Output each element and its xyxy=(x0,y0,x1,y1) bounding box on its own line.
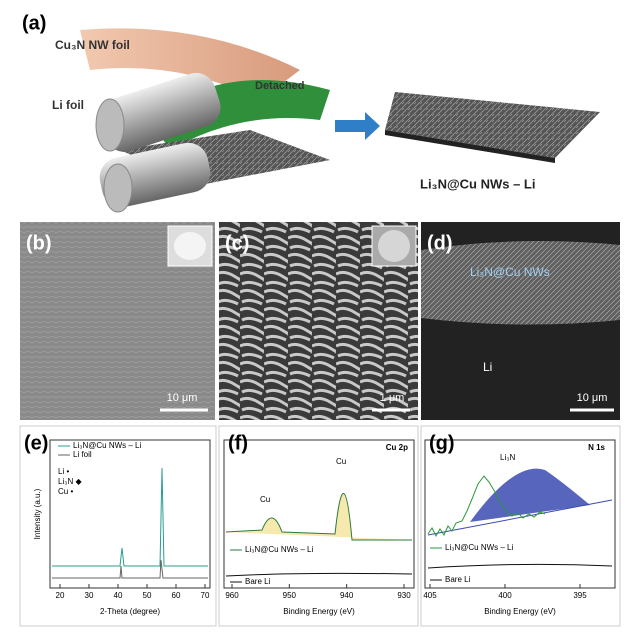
panel-b: (b) 10 μm xyxy=(20,222,215,420)
xps-curve xyxy=(225,493,412,541)
xrd-curve xyxy=(52,467,208,567)
scale-bar: 10 μm xyxy=(167,392,198,404)
x-tick-label: 70 xyxy=(201,591,210,600)
panel-label: (e) xyxy=(24,432,48,454)
panel-label: (a) xyxy=(22,12,46,34)
legend: Li foil xyxy=(73,450,92,459)
label: Detached xyxy=(255,80,305,92)
x-tick-label: 30 xyxy=(85,591,94,600)
peak-label: Li₃N xyxy=(500,453,515,462)
label: Cu₃N NW foil xyxy=(55,38,130,52)
legend: Li₃N@Cu NWs – Li xyxy=(445,543,514,552)
panel-label: (c) xyxy=(225,232,249,254)
x-ticks: 20 30 40 50 60 70 xyxy=(56,584,210,600)
scale-bar: 1 μm xyxy=(380,392,405,404)
panel-c: (c) 1 μm xyxy=(219,222,418,420)
x-tick-label: 395 xyxy=(573,591,587,600)
xrd-curve xyxy=(52,559,208,579)
panel-label: (b) xyxy=(26,232,52,254)
x-tick-label: 60 xyxy=(172,591,181,600)
x-tick-label: 960 xyxy=(225,591,239,600)
x-ticks: 405 400 395 xyxy=(423,584,587,600)
x-tick-label: 950 xyxy=(283,591,297,600)
legend: Li₃N ◆ xyxy=(58,477,82,486)
panel-f: (f) Cu 2p Cu Cu Li₃N@Cu NWs – Li Bare Li… xyxy=(218,425,419,627)
axis-label: 2-Theta (degree) xyxy=(100,607,160,616)
axis-label: Intensity (a.u.) xyxy=(33,488,42,539)
axis-label: Binding Energy (eV) xyxy=(283,607,355,616)
panel-g: (g) N 1s Li₃N Li₃N@Cu NWs – Li Bare Li B… xyxy=(420,425,621,627)
slab-edge xyxy=(385,130,555,163)
title: Cu 2p xyxy=(386,443,408,452)
x-tick-label: 405 xyxy=(423,591,437,600)
panel-e: (e) Li₃N@Cu NWs – Li Li foil Li • Li₃N ◆… xyxy=(19,425,217,627)
x-tick-label: 20 xyxy=(56,591,65,600)
legend: Li₃N@Cu NWs – Li xyxy=(245,545,314,554)
legend: Bare Li xyxy=(445,575,471,584)
x-tick-label: 400 xyxy=(498,591,512,600)
legend: Li • xyxy=(58,467,69,476)
peak-label: Cu xyxy=(336,457,346,466)
x-tick-label: 930 xyxy=(397,591,411,600)
product-slab xyxy=(385,92,600,158)
x-ticks: 960 950 940 930 xyxy=(225,584,411,600)
xps-curve xyxy=(427,475,546,538)
arrow xyxy=(335,112,380,140)
legend: Cu • xyxy=(58,487,73,496)
x-tick-label: 40 xyxy=(114,591,123,600)
title: N 1s xyxy=(588,443,605,452)
peak-label: Cu xyxy=(260,495,270,504)
x-tick-label: 940 xyxy=(340,591,354,600)
x-tick-label: 50 xyxy=(143,591,152,600)
panel-label: (f) xyxy=(228,432,248,454)
label: Li₃N@Cu NWs xyxy=(470,265,550,279)
roller xyxy=(95,72,221,152)
panel-label: (d) xyxy=(427,232,453,254)
legend: Bare Li xyxy=(245,577,271,586)
panel-label: (g) xyxy=(429,432,455,454)
label: Li₃N@Cu NWs – Li xyxy=(420,176,535,191)
panel-a: (a) Cu₃N NW foil Li foil Detached Li₃N@C… xyxy=(22,12,600,213)
roller xyxy=(99,142,211,213)
scale-bar: 10 μm xyxy=(577,392,608,404)
label: Li xyxy=(483,360,492,374)
label: Li foil xyxy=(52,98,84,112)
legend: Li₃N@Cu NWs – Li xyxy=(73,441,142,450)
panel-d: (d) Li₃N@Cu NWs Li 10 μm xyxy=(421,222,620,420)
axis-label: Binding Energy (eV) xyxy=(484,607,556,616)
